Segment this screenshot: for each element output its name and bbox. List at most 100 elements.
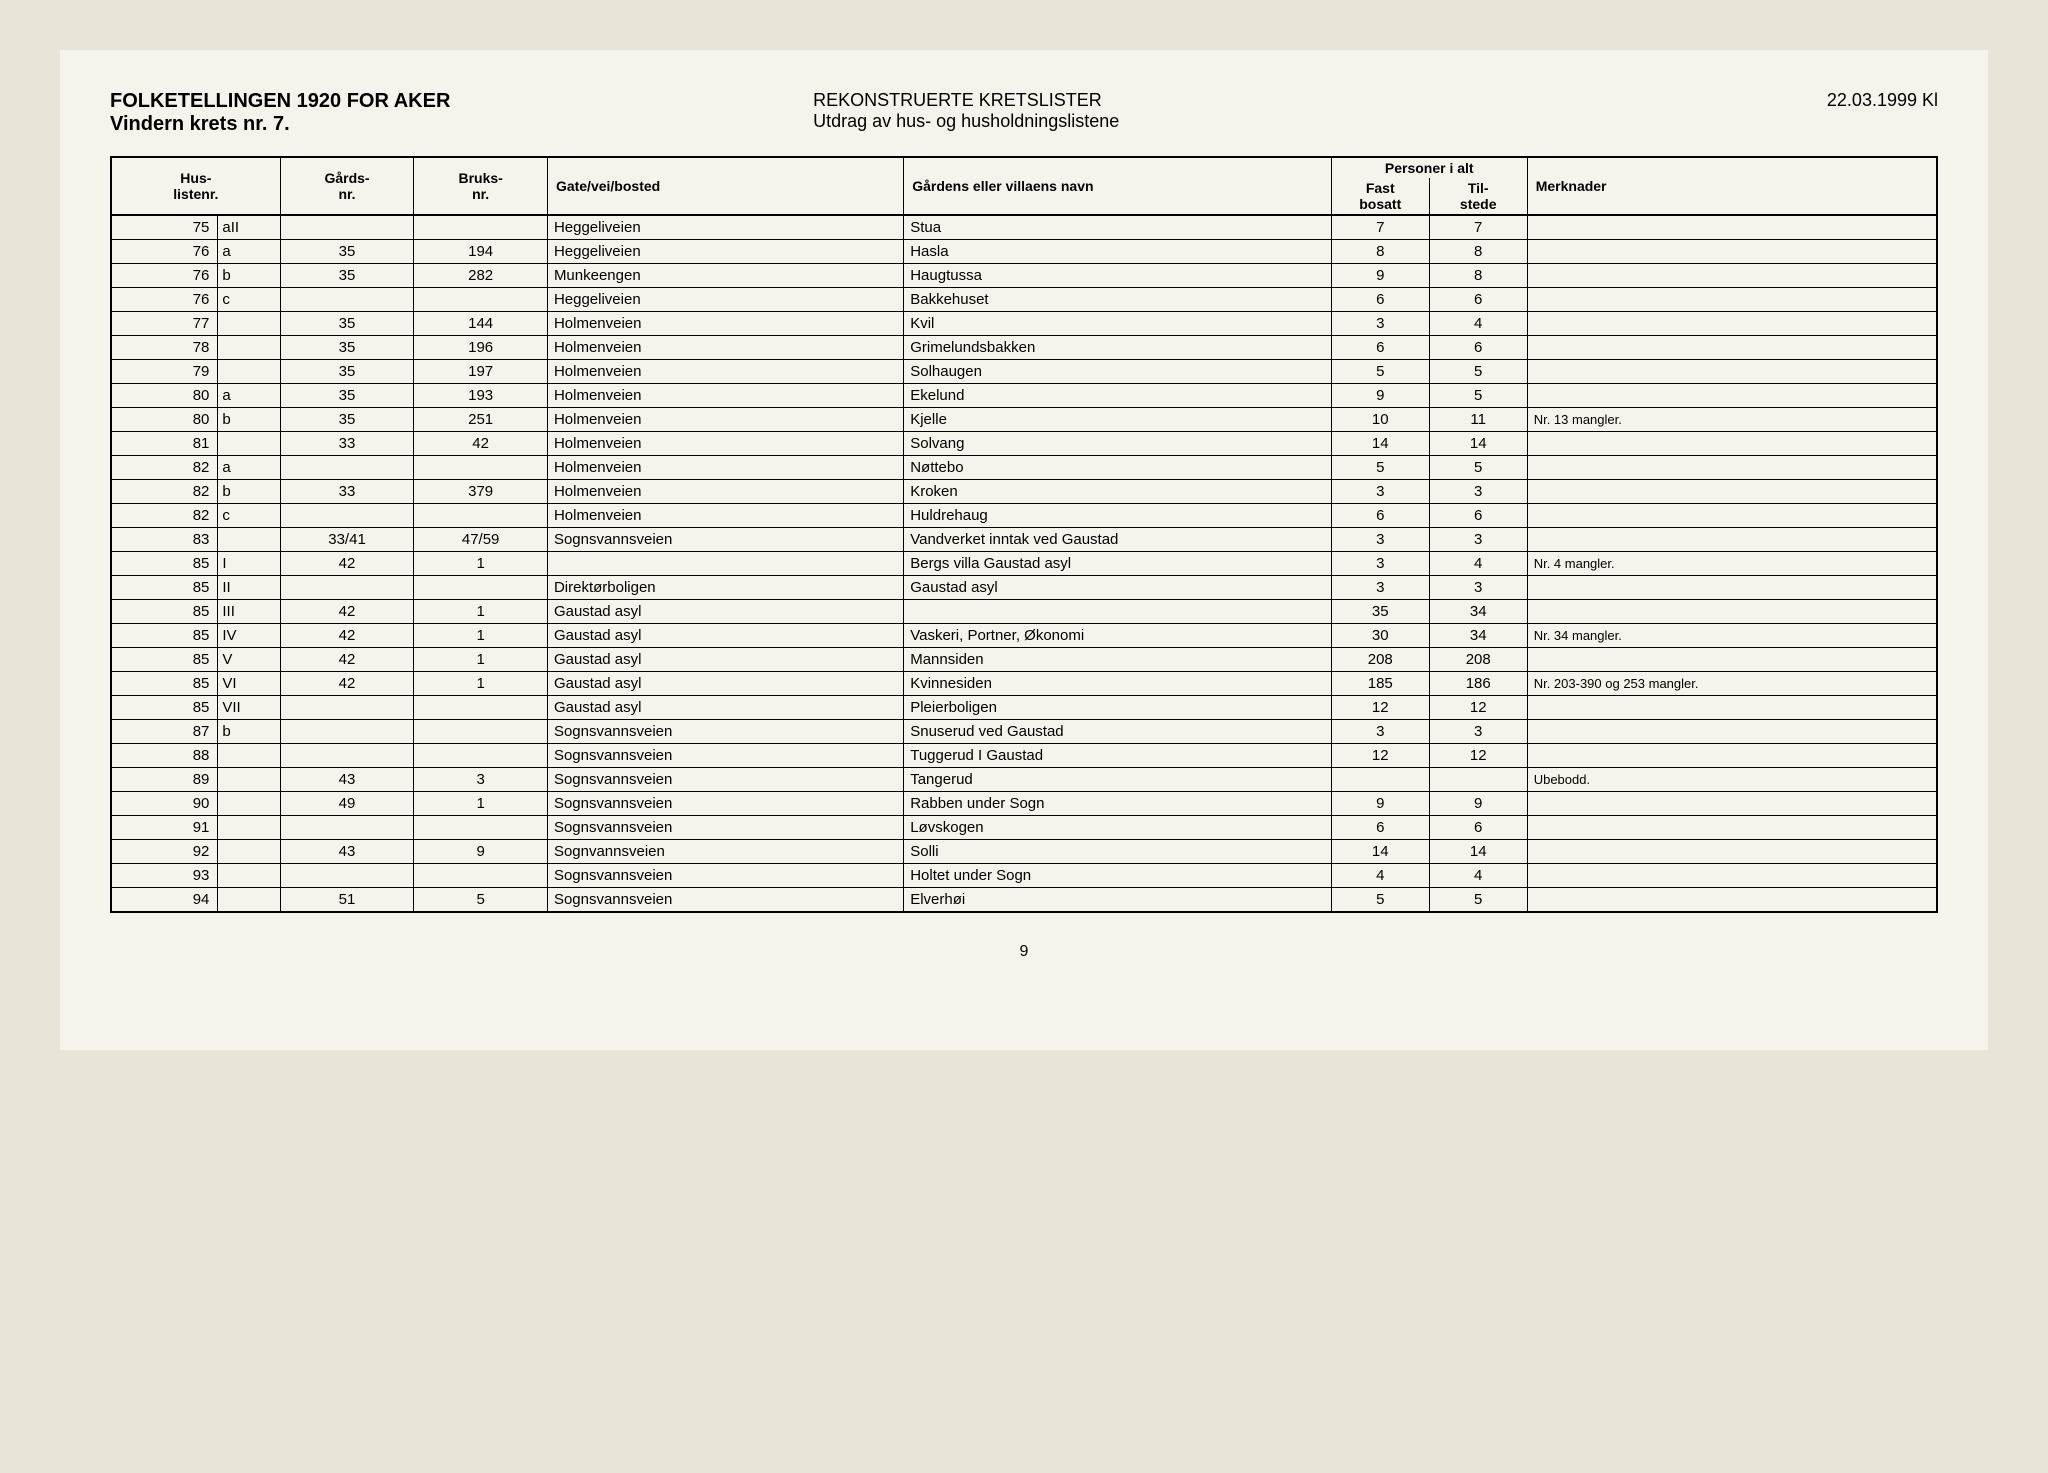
cell-sub: I: [218, 552, 280, 576]
table-row: 94515SognsvannsveienElverhøi55: [111, 888, 1937, 913]
cell-fast: 9: [1331, 792, 1429, 816]
cell-merk: Nr. 203-390 og 253 mangler.: [1527, 672, 1937, 696]
cell-bruks: 251: [414, 408, 548, 432]
cell-sub: VI: [218, 672, 280, 696]
cell-sub: [218, 360, 280, 384]
table-row: 85V421Gaustad asylMannsiden208208: [111, 648, 1937, 672]
cell-merk: Nr. 13 mangler.: [1527, 408, 1937, 432]
cell-fast: 3: [1331, 528, 1429, 552]
cell-gate: Direktørboligen: [547, 576, 903, 600]
header-right: 22.03.1999 Kl: [1516, 90, 1938, 111]
cell-til: 4: [1429, 312, 1527, 336]
cell-sub: a: [218, 384, 280, 408]
cell-sub: [218, 432, 280, 456]
cell-bruks: [414, 744, 548, 768]
cell-gate: Sognsvannsveien: [547, 744, 903, 768]
col-label: Til-: [1468, 180, 1489, 196]
cell-sub: [218, 816, 280, 840]
cell-gate: Munkeengen: [547, 264, 903, 288]
col-label: stede: [1460, 196, 1497, 212]
cell-merk: [1527, 696, 1937, 720]
cell-gards: [280, 864, 414, 888]
cell-bruks: 1: [414, 672, 548, 696]
cell-til: 8: [1429, 264, 1527, 288]
table-row: 8333/4147/59SognsvannsveienVandverket in…: [111, 528, 1937, 552]
table-row: 76cHeggeliveienBakkehuset66: [111, 288, 1937, 312]
cell-til: 186: [1429, 672, 1527, 696]
cell-bruks: [414, 288, 548, 312]
cell-merk: [1527, 336, 1937, 360]
cell-sub: VII: [218, 696, 280, 720]
cell-gate: Sognsvannsveien: [547, 888, 903, 913]
cell-gate: Sognsvannsveien: [547, 864, 903, 888]
col-label: nr.: [338, 186, 355, 202]
cell-gate: Holmenveien: [547, 384, 903, 408]
cell-villa: Gaustad asyl: [904, 576, 1332, 600]
table-row: 93SognsvannsveienHoltet under Sogn44: [111, 864, 1937, 888]
cell-fast: 6: [1331, 336, 1429, 360]
cell-villa: [904, 600, 1332, 624]
cell-sub: [218, 888, 280, 913]
cell-sub: IV: [218, 624, 280, 648]
cell-merk: [1527, 792, 1937, 816]
cell-villa: Tuggerud I Gaustad: [904, 744, 1332, 768]
cell-sub: b: [218, 264, 280, 288]
cell-num: 80: [111, 384, 218, 408]
cell-til: 6: [1429, 504, 1527, 528]
cell-sub: III: [218, 600, 280, 624]
cell-fast: 30: [1331, 624, 1429, 648]
cell-gards: [280, 504, 414, 528]
cell-villa: Stua: [904, 215, 1332, 240]
cell-bruks: 1: [414, 792, 548, 816]
cell-gards: [280, 816, 414, 840]
cell-villa: Løvskogen: [904, 816, 1332, 840]
table-row: 85VIIGaustad asylPleierboligen1212: [111, 696, 1937, 720]
cell-til: 14: [1429, 840, 1527, 864]
cell-gate: Holmenveien: [547, 456, 903, 480]
cell-merk: [1527, 600, 1937, 624]
cell-fast: 5: [1331, 360, 1429, 384]
cell-num: 85: [111, 600, 218, 624]
header: FOLKETELLINGEN 1920 FOR AKER Vindern kre…: [110, 90, 1938, 136]
cell-gards: 33/41: [280, 528, 414, 552]
cell-gards: 35: [280, 264, 414, 288]
cell-gate: Sognvannsveien: [547, 840, 903, 864]
cell-villa: Solli: [904, 840, 1332, 864]
cell-gards: [280, 456, 414, 480]
table-row: 80b35251HolmenveienKjelle1011Nr. 13 mang…: [111, 408, 1937, 432]
cell-villa: Vaskeri, Portner, Økonomi: [904, 624, 1332, 648]
cell-gate: Holmenveien: [547, 504, 903, 528]
cell-num: 88: [111, 744, 218, 768]
cell-bruks: 196: [414, 336, 548, 360]
cell-merk: [1527, 360, 1937, 384]
col-fast: Fast bosatt: [1331, 178, 1429, 215]
cell-sub: b: [218, 720, 280, 744]
cell-num: 82: [111, 480, 218, 504]
table-row: 82b33379HolmenveienKroken33: [111, 480, 1937, 504]
cell-gate: Holmenveien: [547, 480, 903, 504]
cell-til: 4: [1429, 552, 1527, 576]
cell-fast: 7: [1331, 215, 1429, 240]
cell-gate: Holmenveien: [547, 336, 903, 360]
cell-gards: 33: [280, 480, 414, 504]
cell-fast: 3: [1331, 480, 1429, 504]
cell-villa: Holtet under Sogn: [904, 864, 1332, 888]
cell-bruks: [414, 576, 548, 600]
cell-sub: [218, 312, 280, 336]
cell-gate: Sognsvannsveien: [547, 720, 903, 744]
cell-num: 92: [111, 840, 218, 864]
cell-sub: [218, 792, 280, 816]
cell-bruks: [414, 720, 548, 744]
cell-sub: c: [218, 288, 280, 312]
table-row: 85IIDirektørboligenGaustad asyl33: [111, 576, 1937, 600]
cell-fast: 8: [1331, 240, 1429, 264]
cell-num: 77: [111, 312, 218, 336]
cell-villa: Bakkehuset: [904, 288, 1332, 312]
cell-merk: [1527, 215, 1937, 240]
cell-gate: Holmenveien: [547, 360, 903, 384]
col-gards: Gårds- nr.: [280, 157, 414, 215]
cell-sub: V: [218, 648, 280, 672]
cell-til: 6: [1429, 288, 1527, 312]
cell-sub: [218, 744, 280, 768]
cell-num: 76: [111, 288, 218, 312]
